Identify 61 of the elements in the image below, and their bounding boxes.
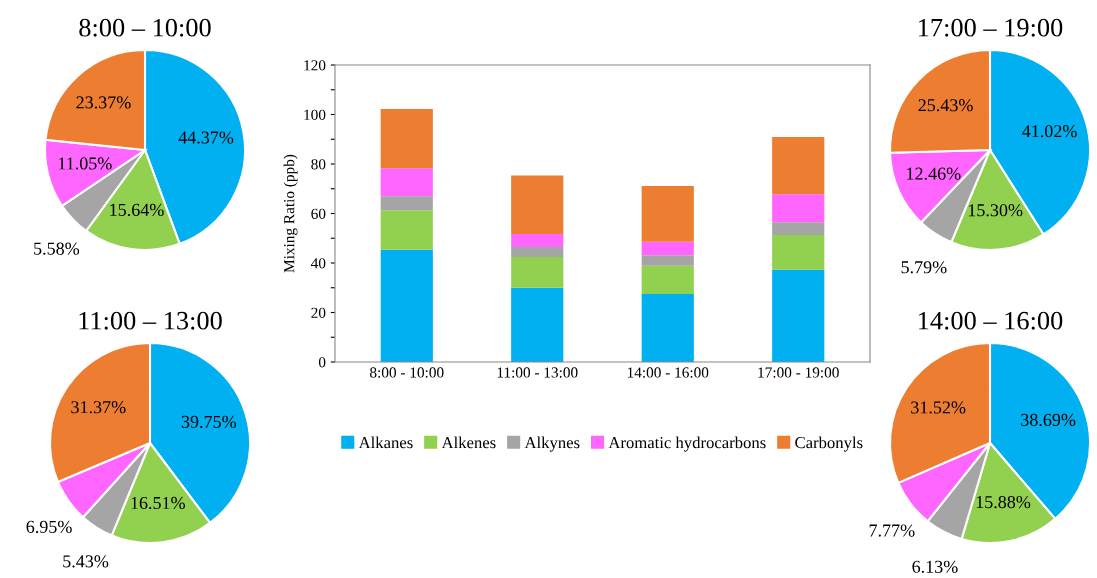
data-label: 15.88% bbox=[976, 495, 1031, 509]
data-label: 16.51% bbox=[131, 496, 185, 510]
bar bbox=[380, 109, 433, 169]
bar bbox=[641, 255, 694, 266]
data-label: 39.75% bbox=[181, 415, 237, 428]
bar bbox=[380, 210, 433, 250]
bar bbox=[641, 241, 694, 256]
bar bbox=[641, 186, 694, 242]
chart-title: 17:00 – 19:00 bbox=[919, 18, 1063, 37]
y-tick-label: 0 bbox=[318, 357, 326, 368]
bar bbox=[511, 234, 564, 247]
data-label: 6.95% bbox=[26, 520, 72, 533]
data-label: 15.64% bbox=[110, 203, 164, 217]
legend-label: Alkenes bbox=[441, 436, 496, 449]
legend-label: Carbonyls bbox=[795, 436, 863, 452]
x-tick-label: 17:00 - 19:00 bbox=[758, 367, 839, 378]
bar bbox=[772, 194, 825, 223]
data-label: 38.69% bbox=[1021, 413, 1076, 427]
bar bbox=[511, 246, 564, 258]
data-label: 31.37% bbox=[71, 401, 126, 414]
bar bbox=[380, 249, 433, 362]
data-label: 44.37% bbox=[178, 131, 234, 144]
legend-label: Alkanes bbox=[358, 436, 413, 449]
bar bbox=[641, 293, 694, 362]
bar bbox=[641, 265, 694, 294]
bar bbox=[380, 168, 433, 197]
x-tick-label: 11:00 - 13:00 bbox=[497, 367, 578, 378]
data-label: 23.37% bbox=[76, 96, 131, 109]
data-label: 5.58% bbox=[34, 242, 80, 255]
data-label: 7.77% bbox=[869, 524, 915, 537]
bar bbox=[380, 196, 433, 211]
y-tick-label: 100 bbox=[304, 109, 326, 120]
y-tick-label: 120 bbox=[304, 60, 326, 71]
data-label: 5.79% bbox=[901, 261, 947, 274]
chart-title: 8:00 – 10:00 bbox=[79, 18, 211, 37]
bar bbox=[511, 287, 564, 362]
x-tick-label: 14:00 - 16:00 bbox=[627, 367, 709, 378]
data-label: 5.43% bbox=[63, 555, 109, 568]
bar bbox=[772, 222, 825, 236]
legend-label: Alkynes bbox=[524, 436, 580, 452]
data-label: 31.52% bbox=[911, 401, 966, 414]
x-tick-label: 8:00 - 10:00 bbox=[370, 367, 444, 378]
y-tick-label: 20 bbox=[311, 307, 326, 318]
bar bbox=[511, 257, 564, 288]
data-label: 41.02% bbox=[1022, 125, 1077, 138]
data-label: 12.46% bbox=[907, 167, 961, 180]
data-label: 25.43% bbox=[918, 99, 973, 112]
y-tick-label: 40 bbox=[310, 258, 326, 269]
y-tick-label: 60 bbox=[311, 208, 326, 219]
data-label: 11.05% bbox=[58, 157, 112, 170]
bar bbox=[772, 137, 825, 195]
chart-title: 14:00 – 16:00 bbox=[919, 311, 1063, 330]
y-tick-label: 80 bbox=[311, 159, 326, 170]
legend-label: Aromatic hydrocarbons bbox=[608, 436, 766, 452]
data-label: 6.13% bbox=[912, 560, 958, 573]
chart-title: 11:00 – 13:00 bbox=[79, 311, 222, 330]
bar bbox=[772, 269, 825, 362]
data-label: 15.30% bbox=[968, 204, 1023, 217]
bar bbox=[511, 175, 564, 235]
bar bbox=[772, 235, 825, 270]
y-axis-title: Mixing Ratio (ppb) bbox=[283, 154, 298, 273]
